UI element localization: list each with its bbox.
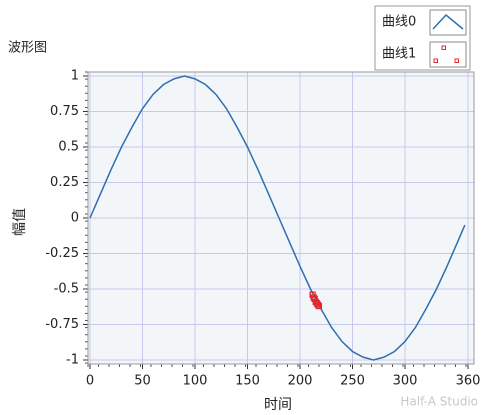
y-tick-label: 0.75: [50, 104, 79, 119]
y-tick-label: 0.25: [50, 175, 79, 190]
x-tick-label: 250: [340, 374, 365, 389]
x-tick-label: 200: [288, 374, 313, 389]
y-tick-label: -0.5: [54, 282, 79, 297]
y-tick-label: 1: [71, 69, 79, 84]
y-tick-label: 0.5: [58, 140, 79, 155]
x-tick-label: 360: [456, 374, 481, 389]
plot-border: [87, 71, 475, 365]
x-tick-label: 50: [134, 374, 151, 389]
legend-icon-box: [429, 9, 467, 36]
y-tick-label: -0.25: [45, 246, 79, 261]
chart-title: 波形图: [8, 41, 47, 56]
y-tick-label: -0.75: [45, 317, 79, 332]
legend-label: 曲线0: [382, 15, 416, 30]
y-tick-label: -1: [66, 353, 79, 368]
y-tick-label: 0: [71, 211, 79, 226]
x-tick-label: 0: [86, 374, 94, 389]
legend-line: [432, 13, 464, 30]
legend-icon-box: [429, 41, 467, 68]
legend-label: 曲线1: [382, 47, 416, 62]
x-tick-label: 150: [235, 374, 260, 389]
x-tick-label: 100: [183, 374, 208, 389]
watermark: Half-A Studio: [400, 395, 478, 409]
point: [315, 302, 323, 310]
legend-point: [433, 58, 438, 63]
x-tick-label: 300: [393, 374, 418, 389]
y-axis-label: 幅值: [12, 208, 28, 236]
legend-point: [441, 45, 446, 50]
line: [89, 75, 466, 361]
point: [314, 301, 322, 308]
legend-point: [454, 58, 459, 63]
x-axis-label: 时间: [264, 397, 292, 413]
